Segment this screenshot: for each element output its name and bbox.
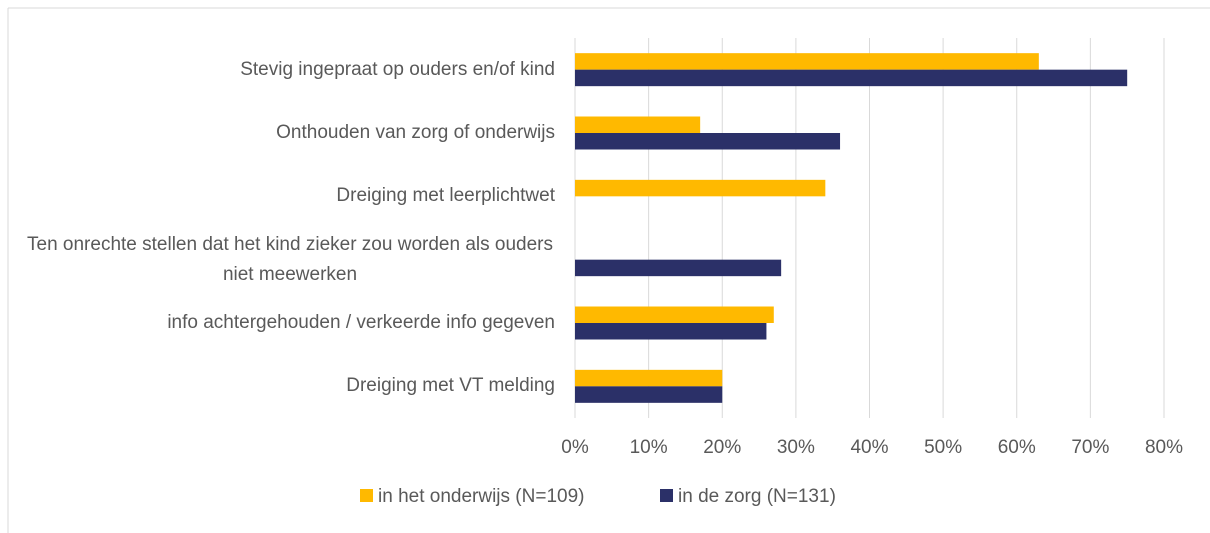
x-tick-label: 80% (1145, 437, 1183, 458)
x-tick-label: 10% (630, 437, 668, 458)
y-tick-text: Ten onrechte stellen dat het kind zieker… (27, 233, 553, 285)
bar (575, 133, 841, 150)
bar (575, 259, 782, 277)
y-tick-text: Stevig ingepraat op ouders en/of kind (240, 58, 555, 80)
legend-label: in het onderwijs (N=109) (378, 486, 584, 507)
y-tick-label: Stevig ingepraat op ouders en/of kind (15, 55, 555, 85)
y-tick-text: info achtergehouden / verkeerde info geg… (167, 312, 555, 333)
bar (575, 116, 701, 133)
x-tick-label: 30% (777, 437, 815, 458)
y-tick-label: info achtergehouden / verkeerde info geg… (15, 308, 555, 338)
bar (575, 386, 723, 403)
x-tick-label: 50% (924, 437, 962, 458)
bar (575, 179, 826, 197)
bar (575, 69, 1128, 87)
y-tick-text: Dreiging met leerplichtwet (336, 185, 555, 207)
x-tick-label: 0% (561, 437, 589, 458)
y-tick-label: Dreiging met leerplichtwet (15, 181, 555, 211)
bar (575, 369, 723, 387)
bar (575, 306, 774, 323)
legend-swatch (360, 489, 373, 502)
x-tick-label: 60% (998, 437, 1036, 458)
y-tick-text: Dreiging met VT melding (346, 375, 555, 397)
x-tick-label: 20% (703, 437, 741, 458)
y-tick-text: Onthouden van zorg of onderwijs (276, 122, 555, 143)
bar (575, 323, 767, 340)
y-tick-label: Ten onrechte stellen dat het kind zieker… (15, 230, 555, 290)
y-tick-label: Dreiging met VT melding (15, 371, 555, 401)
x-tick-label: 40% (850, 437, 888, 458)
legend-label: in de zorg (N=131) (678, 486, 836, 507)
legend-swatch (660, 489, 673, 502)
bar (575, 53, 1039, 70)
y-tick-label: Onthouden van zorg of onderwijs (15, 118, 555, 148)
x-tick-label: 70% (1071, 437, 1109, 458)
